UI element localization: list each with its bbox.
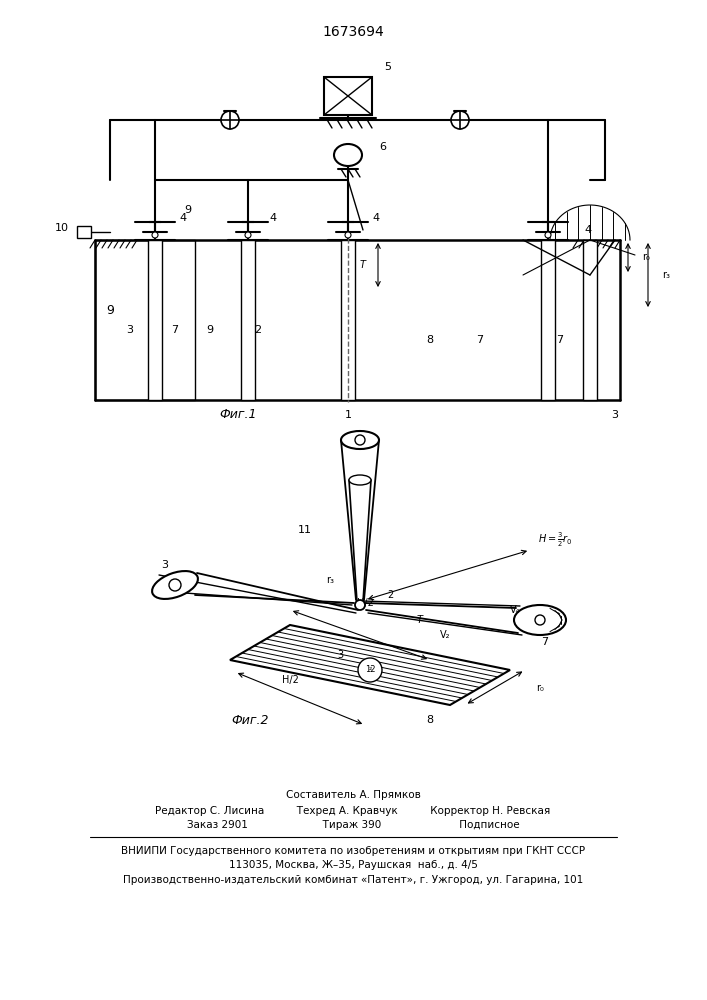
Bar <box>77 226 91 238</box>
Bar <box>541 240 555 400</box>
Circle shape <box>355 600 365 610</box>
Text: 7: 7 <box>477 335 484 345</box>
Ellipse shape <box>349 475 371 485</box>
Text: T: T <box>417 615 423 625</box>
Text: 7: 7 <box>171 325 179 335</box>
Text: 8: 8 <box>426 715 433 725</box>
Text: 3: 3 <box>161 560 168 570</box>
Text: Фиг.1: Фиг.1 <box>219 408 257 422</box>
Text: $H=\frac{3}{2}r_0$: $H=\frac{3}{2}r_0$ <box>537 531 573 549</box>
Text: V₄: V₄ <box>510 605 520 615</box>
Text: 2: 2 <box>387 590 393 600</box>
Text: r₃: r₃ <box>662 270 670 280</box>
Text: r₀: r₀ <box>536 683 544 693</box>
Bar <box>95 240 195 400</box>
Text: 4: 4 <box>373 213 380 223</box>
Circle shape <box>221 111 239 129</box>
Text: Заказ 2901                       Тираж 390                        Подписное: Заказ 2901 Тираж 390 Подписное <box>187 820 520 830</box>
Circle shape <box>169 579 181 591</box>
Text: 3: 3 <box>337 650 343 660</box>
Text: 4: 4 <box>180 213 187 223</box>
Text: 5: 5 <box>385 62 392 72</box>
Ellipse shape <box>334 144 362 166</box>
Bar <box>241 240 255 400</box>
Text: T: T <box>360 260 366 270</box>
Bar <box>324 77 372 115</box>
Ellipse shape <box>514 605 566 635</box>
Text: 2: 2 <box>255 325 262 335</box>
Text: 12: 12 <box>365 666 375 674</box>
Bar <box>341 240 355 400</box>
Text: 4: 4 <box>585 225 592 235</box>
Text: Составитель А. Прямков: Составитель А. Прямков <box>286 790 421 800</box>
Text: r₀: r₀ <box>642 252 650 262</box>
Text: 11: 11 <box>298 525 312 535</box>
Polygon shape <box>230 625 510 705</box>
Circle shape <box>535 615 545 625</box>
Circle shape <box>545 232 551 238</box>
Text: 9: 9 <box>206 325 214 335</box>
Text: 7: 7 <box>556 335 563 345</box>
Text: ²: ² <box>368 666 372 674</box>
Text: 6: 6 <box>380 142 387 152</box>
Circle shape <box>245 232 251 238</box>
Text: 1673694: 1673694 <box>322 25 384 39</box>
Text: 113035, Москва, Ж–35, Раушская  наб., д. 4/5: 113035, Москва, Ж–35, Раушская наб., д. … <box>228 860 477 870</box>
Text: ВНИИПИ Государственного комитета по изобретениям и открытиям при ГКНТ СССР: ВНИИПИ Государственного комитета по изоб… <box>121 846 585 856</box>
Text: r₃: r₃ <box>326 575 334 585</box>
Text: 3: 3 <box>612 410 619 420</box>
Text: 10: 10 <box>55 223 69 233</box>
Text: 9: 9 <box>185 205 192 215</box>
Text: Редактор С. Лисина          Техред А. Кравчук          Корректор Н. Ревская: Редактор С. Лисина Техред А. Кравчук Кор… <box>156 806 551 816</box>
Text: 4: 4 <box>269 213 276 223</box>
Text: 1: 1 <box>344 410 351 420</box>
Circle shape <box>451 111 469 129</box>
Bar <box>583 240 597 400</box>
Text: H/2: H/2 <box>356 598 373 608</box>
Text: 3: 3 <box>127 325 134 335</box>
Text: 8: 8 <box>426 335 433 345</box>
Ellipse shape <box>152 571 198 599</box>
Text: Производственно-издательский комбинат «Патент», г. Ужгород, ул. Гагарина, 101: Производственно-издательский комбинат «П… <box>123 875 583 885</box>
Text: H/2: H/2 <box>281 675 298 685</box>
Text: 7: 7 <box>542 637 549 647</box>
Circle shape <box>345 232 351 238</box>
Ellipse shape <box>341 431 379 449</box>
Circle shape <box>152 232 158 238</box>
Text: 9: 9 <box>106 304 114 316</box>
Circle shape <box>358 658 382 682</box>
Text: Фиг.2: Фиг.2 <box>231 714 269 726</box>
Circle shape <box>355 435 365 445</box>
Bar <box>148 240 162 400</box>
Text: V₂: V₂ <box>440 630 450 640</box>
